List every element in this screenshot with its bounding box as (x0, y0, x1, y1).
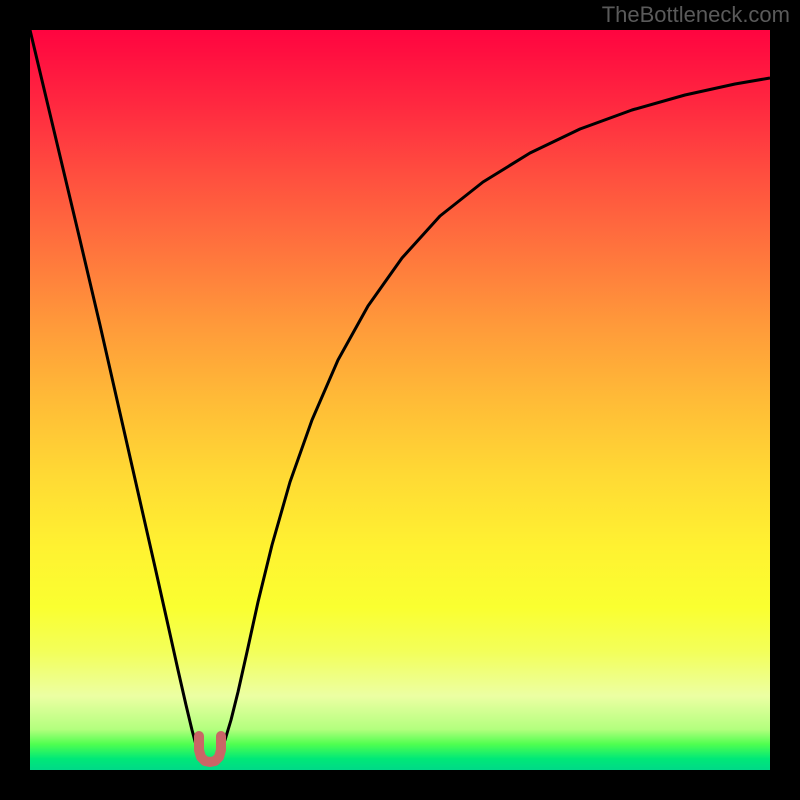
plot-background (30, 30, 770, 770)
chart-container: TheBottleneck.com (0, 0, 800, 800)
watermark-text: TheBottleneck.com (602, 2, 790, 28)
bottleneck-plot (0, 0, 800, 800)
